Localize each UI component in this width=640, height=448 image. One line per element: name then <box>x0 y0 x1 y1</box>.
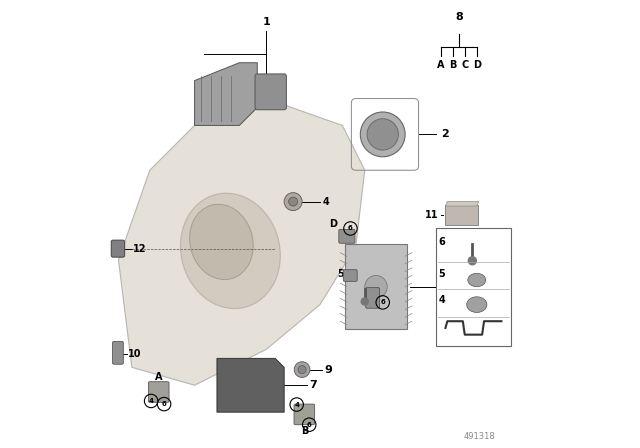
Ellipse shape <box>298 366 306 374</box>
Polygon shape <box>445 202 479 206</box>
Text: 4: 4 <box>439 295 445 305</box>
Ellipse shape <box>294 362 310 377</box>
Text: A: A <box>155 372 163 382</box>
Text: D: D <box>473 60 481 70</box>
FancyBboxPatch shape <box>365 288 380 308</box>
Text: 6: 6 <box>162 401 166 407</box>
Text: 6: 6 <box>380 299 385 306</box>
Text: B: B <box>449 60 457 70</box>
FancyBboxPatch shape <box>255 74 287 110</box>
Ellipse shape <box>189 204 253 280</box>
Text: 11: 11 <box>425 210 439 220</box>
Text: 1: 1 <box>262 17 270 27</box>
FancyBboxPatch shape <box>339 229 355 243</box>
Text: 12: 12 <box>133 244 147 254</box>
Circle shape <box>468 257 476 265</box>
Text: 4: 4 <box>294 401 300 408</box>
Text: 4: 4 <box>323 197 329 207</box>
Text: 491318: 491318 <box>463 432 495 441</box>
Text: 6: 6 <box>370 291 377 301</box>
FancyBboxPatch shape <box>345 244 408 329</box>
Text: 5: 5 <box>439 269 445 279</box>
Text: 6: 6 <box>439 237 445 247</box>
Text: 4: 4 <box>148 398 154 404</box>
Ellipse shape <box>284 193 302 211</box>
Text: 10: 10 <box>128 349 141 359</box>
Ellipse shape <box>367 119 398 150</box>
Text: 8: 8 <box>455 13 463 22</box>
Text: 5: 5 <box>337 269 344 279</box>
Text: C: C <box>369 278 376 288</box>
FancyBboxPatch shape <box>343 270 357 281</box>
Text: B: B <box>301 426 308 436</box>
Ellipse shape <box>468 273 486 287</box>
Ellipse shape <box>360 112 405 157</box>
FancyBboxPatch shape <box>436 228 511 346</box>
Text: D: D <box>329 220 337 229</box>
Polygon shape <box>217 358 284 412</box>
FancyBboxPatch shape <box>294 404 315 425</box>
Ellipse shape <box>289 197 298 206</box>
Polygon shape <box>195 63 257 125</box>
Text: A: A <box>437 60 445 70</box>
Circle shape <box>361 298 369 305</box>
Ellipse shape <box>365 276 387 298</box>
Text: 9: 9 <box>324 365 332 375</box>
Text: 2: 2 <box>441 129 449 139</box>
Text: 6: 6 <box>348 225 353 232</box>
FancyBboxPatch shape <box>148 382 169 402</box>
Polygon shape <box>118 99 365 385</box>
FancyBboxPatch shape <box>111 240 125 257</box>
Text: 7: 7 <box>309 380 317 390</box>
Ellipse shape <box>180 193 280 309</box>
Text: C: C <box>461 60 468 70</box>
Ellipse shape <box>467 297 487 313</box>
FancyBboxPatch shape <box>445 205 477 225</box>
Text: 3: 3 <box>441 282 449 292</box>
FancyBboxPatch shape <box>113 341 124 364</box>
Text: 6: 6 <box>307 422 312 428</box>
